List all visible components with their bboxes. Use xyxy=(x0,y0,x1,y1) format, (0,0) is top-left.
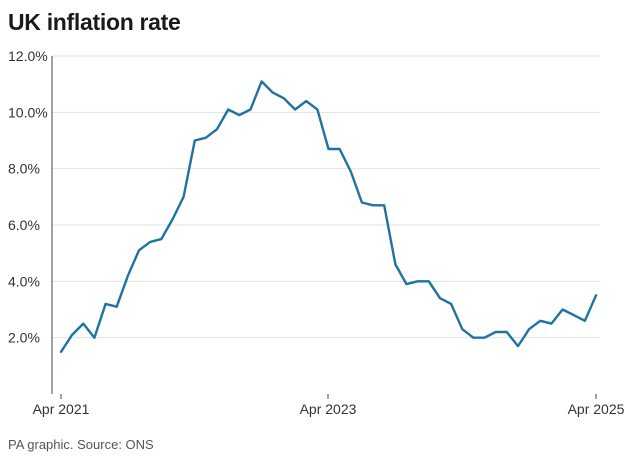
x-tick-label: Apr 2025 xyxy=(568,401,625,417)
y-tick-label: 6.0% xyxy=(8,217,40,233)
x-tick-label: Apr 2021 xyxy=(33,401,90,417)
inflation-line xyxy=(59,80,598,353)
source-note: PA graphic. Source: ONS xyxy=(8,437,154,452)
y-tick-label: 4.0% xyxy=(8,273,40,289)
y-tick-label: 12.0% xyxy=(8,48,48,64)
chart-title: UK inflation rate xyxy=(8,9,181,35)
x-tick-label: Apr 2023 xyxy=(300,401,357,417)
y-tick-label: 8.0% xyxy=(8,161,40,177)
y-tick-label: 10.0% xyxy=(8,104,48,120)
y-tick-label: 2.0% xyxy=(8,330,40,346)
